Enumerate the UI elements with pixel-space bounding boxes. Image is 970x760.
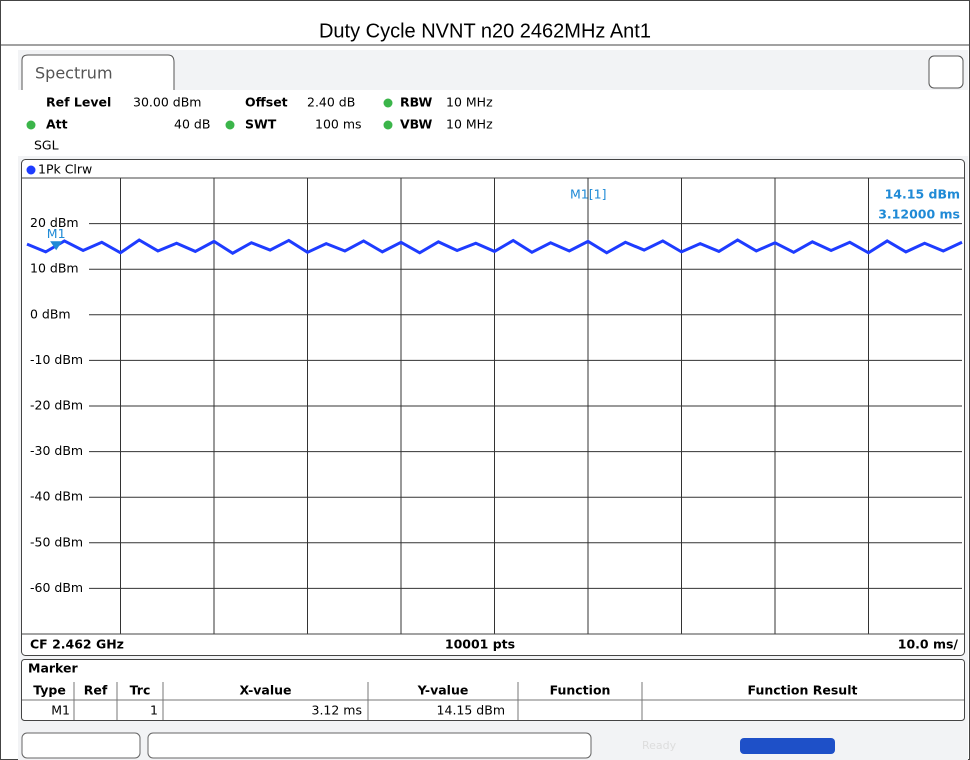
column-header: Y-value [417, 683, 469, 698]
marker-readout: M1[1] [570, 187, 606, 202]
settings-panel [18, 90, 968, 156]
scale: 10.0 ms/ [898, 637, 959, 652]
column-header: X-value [239, 683, 291, 698]
setting-value: 10 MHz [446, 95, 493, 110]
sweep-mode: SGL [34, 138, 59, 153]
y-tick-label: 0 dBm [30, 306, 71, 321]
trace-dot [26, 165, 36, 175]
marker-name: M1 [47, 226, 66, 241]
status-dot [383, 120, 393, 130]
cell: 1 [150, 703, 158, 718]
column-header: Trc [130, 683, 151, 698]
tab-label[interactable]: Spectrum [35, 64, 113, 83]
center-frequency: CF 2.462 GHz [30, 637, 124, 652]
marker [50, 241, 63, 251]
setting-label: Att [46, 117, 68, 132]
marker-y: 14.15 dBm [885, 187, 960, 202]
status-dot [383, 98, 393, 108]
trace [26, 238, 963, 255]
cell: 3.12 ms [312, 703, 363, 718]
marker-table [21, 659, 965, 721]
column-header: Ref [84, 683, 108, 698]
setting-label: SWT [245, 117, 277, 132]
y-tick-label: -20 dBm [30, 398, 83, 413]
cell: 14.15 dBm [437, 703, 505, 718]
marker-table-body: Type Ref Trc X-value Y-value Function Function… [22, 682, 964, 720]
cell: M1 [51, 703, 70, 718]
setting-label: VBW [400, 117, 433, 132]
status-box [147, 732, 592, 759]
y-tick-label: -50 dBm [30, 534, 83, 549]
y-tick-label: -60 dBm [30, 580, 83, 595]
progress-bar [740, 738, 835, 754]
column-header: Type [33, 683, 66, 698]
trace-label: 1Pk Clrw [38, 162, 92, 177]
points: 10001 pts [445, 637, 515, 652]
column-header: Function [550, 683, 611, 698]
y-tick-label: 10 dBm [30, 261, 79, 276]
plot-frame [21, 159, 965, 656]
setting-label: RBW [400, 95, 432, 110]
y-tick-label: 20 dBm [30, 215, 79, 230]
setting-value: 10 MHz [446, 117, 493, 132]
setting-label: Offset [245, 95, 288, 110]
y-tick-label: -40 dBm [30, 489, 83, 504]
plot: 20 dBm 10 dBm 0 dBm -10 dBm -20 dBm -30 dBm -4… [26, 178, 963, 634]
y-tick-label: -10 dBm [30, 352, 83, 367]
setting-value: 40 dB [174, 117, 210, 132]
status-dot [26, 120, 36, 130]
setting-value: 2.40 dB [307, 95, 355, 110]
marker-table-title: Marker [28, 661, 78, 676]
column-header: Function Result [748, 683, 858, 698]
status: Ready [642, 739, 677, 752]
marker-x: 3.12000 ms [878, 207, 960, 222]
y-tick-label: -30 dBm [30, 443, 83, 458]
menu-button[interactable] [928, 55, 964, 89]
title: Duty Cycle NVNT n20 2462MHz Ant1 [319, 20, 651, 42]
status-box [21, 732, 141, 759]
setting-label: Ref Level [46, 95, 111, 110]
tab[interactable] [21, 54, 175, 90]
setting-value: 100 ms [315, 117, 362, 132]
setting-value: 30.00 dBm [133, 95, 201, 110]
status-dot [225, 120, 235, 130]
